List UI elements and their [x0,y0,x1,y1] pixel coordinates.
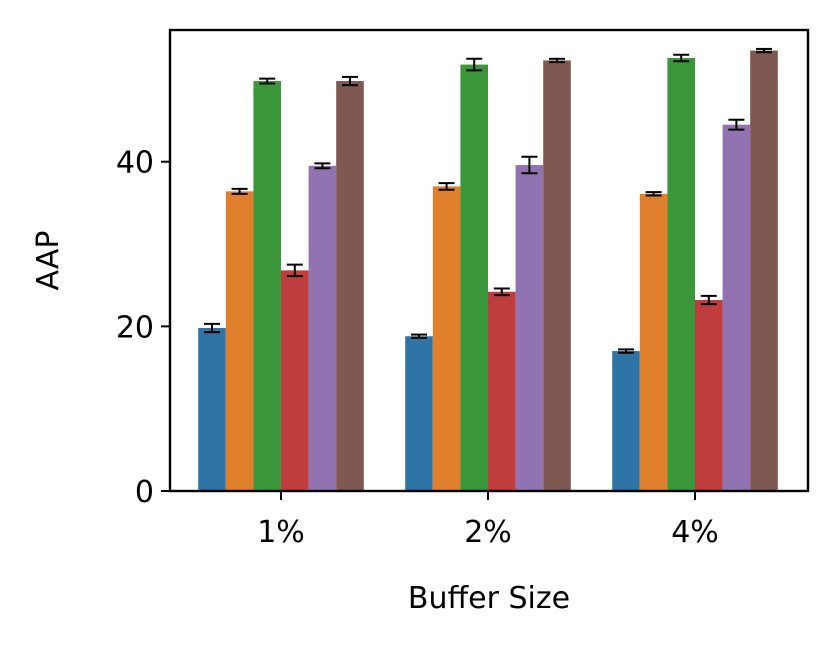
errorbar-s4-1pct [286,263,303,278]
errorbars-group [204,47,772,354]
errorbar-s3-2pct [466,57,483,72]
bar-s1-4pct [612,351,640,491]
bar-s6-4pct [750,50,778,491]
bars-group [198,50,778,492]
y-tick-label: 20 [116,310,154,345]
errorbar-s5-4pct [728,118,745,131]
errorbar-s6-2pct [549,57,565,64]
errorbar-s6-1pct [342,75,358,87]
errorbar-s5-2pct [521,155,538,175]
bar-s3-2pct [460,64,488,491]
bar-s4-4pct [695,300,723,491]
errorbar-s2-2pct [438,182,455,191]
bar-s3-1pct [253,81,281,491]
x-tick-label: 2% [464,515,512,550]
bar-s6-2pct [543,60,571,492]
bar-s1-1pct [198,328,226,491]
errorbar-s4-2pct [493,287,510,297]
errorbar-s2-4pct [645,191,662,197]
bar-s5-4pct [722,124,751,492]
bar-s4-2pct [488,291,516,491]
y-tick-label: 40 [116,146,154,181]
bar-s3-4pct [667,57,695,492]
bar-s2-4pct [639,193,668,491]
bar-s2-2pct [432,186,461,491]
x-axis-title: Buffer Size [408,581,570,616]
bar-s1-2pct [405,336,433,491]
errorbar-s3-1pct [259,77,276,85]
errorbar-s3-4pct [673,53,690,63]
x-tick-label: 4% [671,515,719,550]
x-ticks: 1% 2% 4% [257,491,719,550]
errorbar-s4-4pct [700,294,717,306]
errorbar-s1-4pct [618,348,634,354]
y-axis-title: AAP [31,231,66,291]
y-tick-label: 0 [135,475,154,510]
errorbar-s1-2pct [411,333,427,339]
y-ticks: 0 20 40 [116,146,170,510]
errorbar-s5-1pct [314,162,331,170]
errorbar-s2-1pct [231,187,248,195]
errorbar-s6-4pct [756,47,772,54]
bar-s4-1pct [281,270,309,491]
bar-s2-1pct [225,191,254,491]
errorbar-s1-1pct [204,322,220,334]
bar-s6-1pct [336,81,364,491]
x-tick-label: 1% [257,515,305,550]
bar-s5-1pct [308,165,337,491]
bar-s5-2pct [515,165,544,491]
